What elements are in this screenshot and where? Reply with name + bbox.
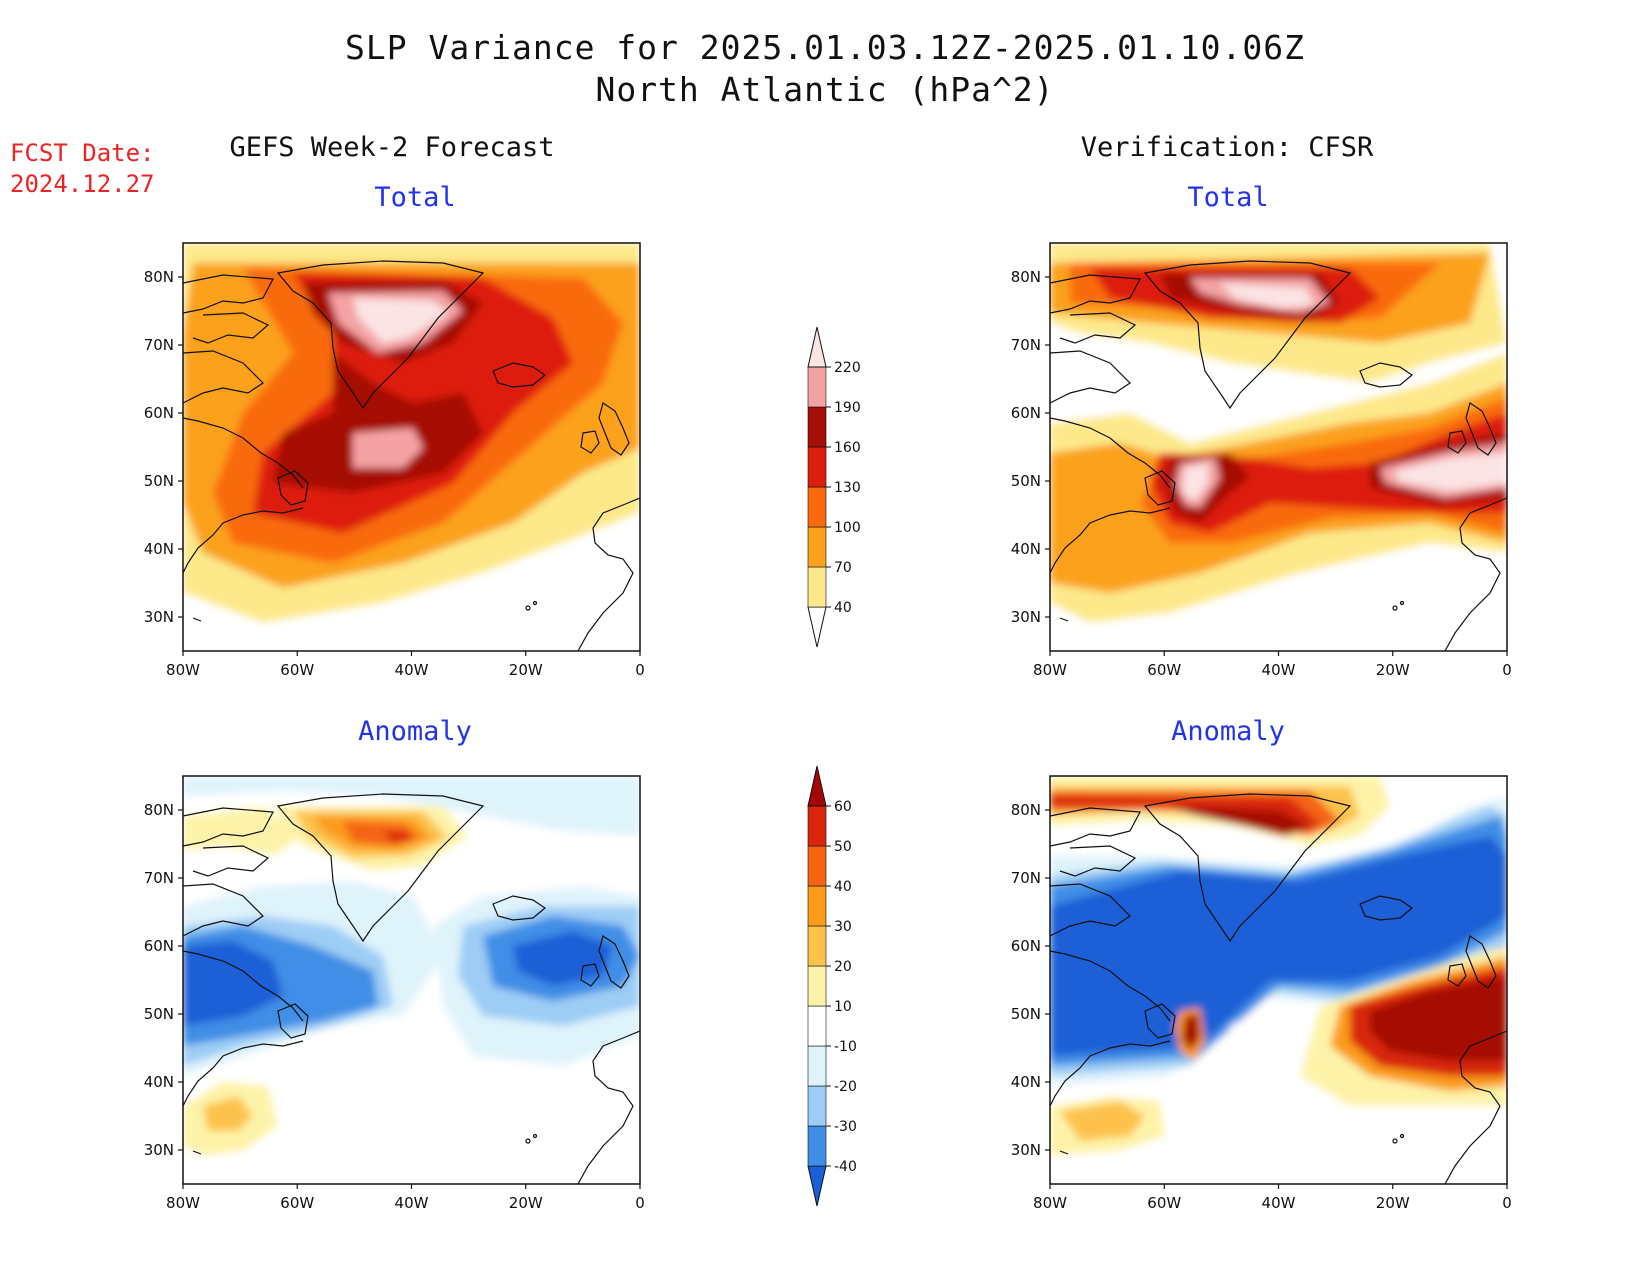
colorbar-segment (807, 1045, 827, 1087)
verification-total-map (1049, 242, 1508, 652)
colorbar-segment (807, 765, 827, 807)
lon-tick-label: 0 (1502, 661, 1512, 679)
forecast-anomaly-title: Anomaly (358, 716, 472, 747)
colorbar-segment (807, 965, 827, 1007)
colorbar-total: 40 70 100 130 160 190 220 (807, 326, 861, 648)
colorbar-label: 50 (834, 839, 852, 855)
colorbar-segment (807, 526, 827, 568)
colorbar-segment (807, 406, 827, 448)
colorbar-label: 220 (834, 360, 861, 376)
lat-tick-label: 30N (1011, 1141, 1041, 1159)
lon-tick-label: 0 (635, 1194, 645, 1212)
colorbar-segment (807, 805, 827, 847)
colorbar-segment (807, 446, 827, 488)
lat-tick-label: 30N (144, 608, 174, 626)
colorbar-label: -30 (834, 1119, 857, 1135)
lon-tick-label: 80W (1033, 661, 1067, 679)
colorbar-label: 40 (834, 879, 852, 895)
main-subtitle: North Atlantic (hPa^2) (595, 70, 1055, 109)
lon-tick-label: 20W (509, 1194, 543, 1212)
lon-tick-label: 0 (635, 661, 645, 679)
lat-tick-label: 30N (144, 1141, 174, 1159)
lat-tick-label: 30N (1011, 608, 1041, 626)
lat-tick-label: 40N (144, 1073, 174, 1091)
axis-ticks: 80N 70N 60N 50N 40N 30N 80W 60W 40W 20W 0 80N 70N 60N… (144, 268, 1512, 1212)
colorbar-label: 160 (834, 440, 861, 456)
fcst-date-label: FCST Date: 2024.12.27 (10, 138, 155, 200)
lon-tick-label: 60W (280, 1194, 314, 1212)
fcst-date: 2024.12.27 (10, 170, 155, 198)
colorbar-label: 130 (834, 480, 861, 496)
lon-tick-label: 80W (1033, 1194, 1067, 1212)
verification-anomaly-map (1049, 775, 1508, 1185)
forecast-anomaly-map (182, 775, 641, 1185)
lat-tick-label: 60N (1011, 937, 1041, 955)
forecast-total-title: Total (374, 182, 456, 213)
lat-tick-label: 60N (144, 404, 174, 422)
lat-tick-label: 40N (144, 540, 174, 558)
colorbar-segment (807, 885, 827, 927)
lon-tick-label: 80W (166, 661, 200, 679)
lon-tick-label: 60W (280, 661, 314, 679)
lat-tick-label: 80N (144, 801, 174, 819)
lon-tick-label: 40W (1262, 661, 1296, 679)
lat-tick-label: 70N (1011, 869, 1041, 887)
fcst-label: FCST Date: (10, 139, 155, 167)
lon-tick-label: 20W (509, 661, 543, 679)
lat-tick-label: 70N (1011, 336, 1041, 354)
main-title: SLP Variance for 2025.01.03.12Z-2025.01.… (345, 28, 1305, 67)
colorbar-label: 100 (834, 520, 861, 536)
colorbar-label: 60 (834, 799, 852, 815)
colorbar-segment (807, 326, 827, 368)
lat-tick-label: 50N (144, 1005, 174, 1023)
lon-tick-label: 80W (166, 1194, 200, 1212)
colorbar-segment (807, 366, 827, 408)
lat-tick-label: 80N (144, 268, 174, 286)
colorbar-anomaly: -40 -30 -20 -10 10 20 30 40 50 60 (807, 765, 857, 1207)
colorbar-segment (807, 925, 827, 967)
lat-tick-label: 50N (144, 472, 174, 490)
colorbar-segment (807, 1125, 827, 1167)
lat-tick-label: 50N (1011, 1005, 1041, 1023)
colorbar-label: 70 (834, 560, 852, 576)
lon-tick-label: 60W (1147, 1194, 1181, 1212)
colorbar-segment (807, 845, 827, 887)
colorbar-segment (807, 486, 827, 528)
lat-tick-label: 80N (1011, 801, 1041, 819)
verification-anomaly-title: Anomaly (1171, 716, 1285, 747)
lon-tick-label: 60W (1147, 661, 1181, 679)
lat-tick-label: 80N (1011, 268, 1041, 286)
colorbar-label: 20 (834, 959, 852, 975)
left-column-title: GEFS Week-2 Forecast (229, 132, 555, 163)
colorbar-label: 10 (834, 999, 852, 1015)
lon-tick-label: 40W (395, 1194, 429, 1212)
lat-tick-label: 40N (1011, 540, 1041, 558)
lon-tick-label: 20W (1376, 661, 1410, 679)
lat-tick-label: 60N (144, 937, 174, 955)
colorbar-label: 40 (834, 600, 852, 616)
colorbar-segment (807, 1085, 827, 1127)
lat-tick-label: 40N (1011, 1073, 1041, 1091)
colorbar-label: -10 (834, 1039, 857, 1055)
lon-tick-label: 20W (1376, 1194, 1410, 1212)
forecast-total-map (182, 242, 641, 652)
lon-tick-label: 0 (1502, 1194, 1512, 1212)
colorbar-segment (807, 606, 827, 648)
right-column-title: Verification: CFSR (1080, 132, 1374, 163)
lon-tick-label: 40W (1262, 1194, 1296, 1212)
lat-tick-label: 50N (1011, 472, 1041, 490)
colorbar-segment (807, 566, 827, 608)
lat-tick-label: 70N (144, 869, 174, 887)
verification-total-title: Total (1187, 182, 1269, 213)
lon-tick-label: 40W (395, 661, 429, 679)
colorbar-label: -20 (834, 1079, 857, 1095)
colorbar-label: 30 (834, 919, 852, 935)
colorbar-segment (807, 1165, 827, 1207)
colorbar-segment (807, 1005, 827, 1047)
colorbar-label: 190 (834, 400, 861, 416)
lat-tick-label: 60N (1011, 404, 1041, 422)
colorbar-label: -40 (834, 1159, 857, 1175)
lat-tick-label: 70N (144, 336, 174, 354)
